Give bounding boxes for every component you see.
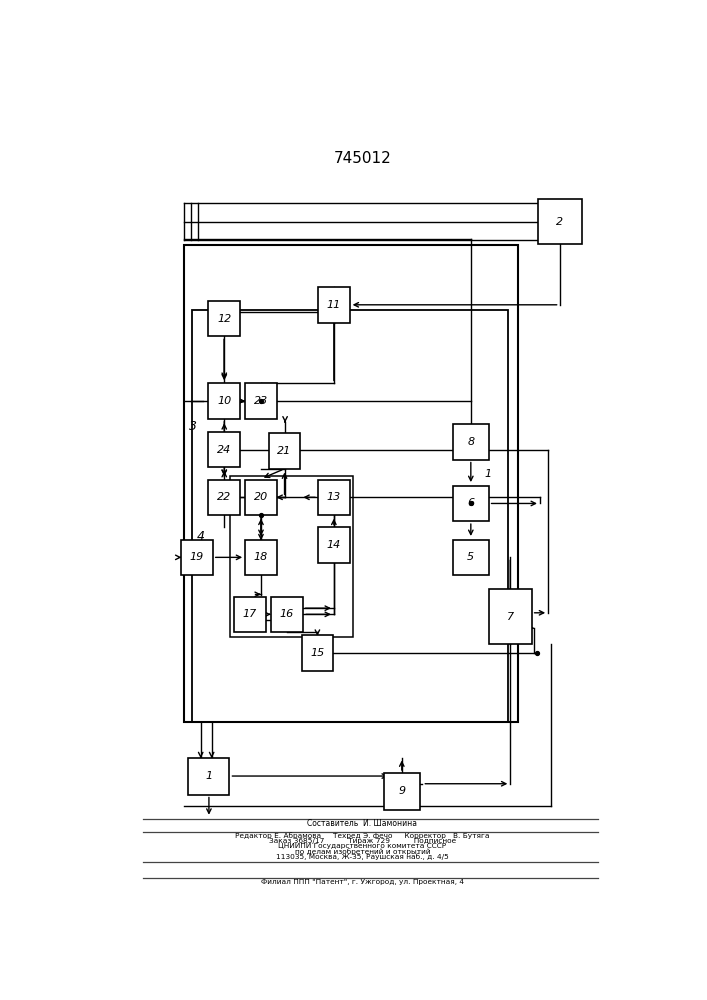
Bar (271, 597, 303, 632)
Text: Составитель  И. Шамонина: Составитель И. Шамонина (308, 819, 417, 828)
Text: 13: 13 (327, 492, 341, 502)
Bar (209, 383, 240, 419)
Text: 5: 5 (467, 552, 474, 562)
Text: 745012: 745012 (334, 151, 391, 166)
Text: 18: 18 (254, 552, 268, 562)
Text: 22: 22 (217, 492, 231, 502)
Text: 1: 1 (485, 469, 492, 479)
Bar (453, 424, 489, 460)
Text: 7: 7 (507, 612, 514, 622)
Bar (318, 480, 350, 515)
Text: 12: 12 (217, 314, 231, 324)
Text: 6: 6 (467, 498, 474, 508)
Text: 1: 1 (205, 771, 213, 781)
Bar (453, 540, 489, 575)
Bar (269, 433, 300, 469)
Bar (209, 432, 240, 467)
Text: 9: 9 (398, 786, 405, 796)
Bar (245, 383, 277, 419)
Bar (234, 597, 266, 632)
Bar (188, 758, 230, 795)
Text: 17: 17 (243, 609, 257, 619)
Bar (209, 480, 240, 515)
Text: 24: 24 (217, 445, 231, 455)
Text: 14: 14 (327, 540, 341, 550)
Text: по делам изобретений и открытий: по делам изобретений и открытий (295, 848, 430, 855)
Text: 20: 20 (254, 492, 268, 502)
Bar (245, 540, 277, 575)
Text: Редактор Е. Абрамова     Техред Э. фечо     Корректор   В. Бутяга: Редактор Е. Абрамова Техред Э. фечо Корр… (235, 832, 489, 839)
Bar (230, 476, 353, 637)
Text: ЦНИИПИ Государственного комитета СССР: ЦНИИПИ Государственного комитета СССР (279, 843, 446, 849)
Bar (181, 540, 213, 575)
Text: 3: 3 (189, 420, 197, 433)
Text: 23: 23 (254, 396, 268, 406)
Text: 21: 21 (277, 446, 292, 456)
Bar (384, 773, 419, 810)
Text: 8: 8 (467, 437, 474, 447)
Bar (318, 527, 350, 563)
Bar (192, 310, 508, 722)
Text: 16: 16 (279, 609, 294, 619)
Text: 4: 4 (197, 530, 205, 543)
Text: Заказ 3685/17          Тираж 729          Подписное: Заказ 3685/17 Тираж 729 Подписное (269, 838, 456, 844)
Text: 11: 11 (327, 300, 341, 310)
Bar (538, 199, 582, 244)
Bar (209, 301, 240, 336)
Bar (489, 589, 532, 644)
Text: 2: 2 (556, 217, 563, 227)
Bar (301, 635, 333, 671)
Bar (245, 480, 277, 515)
Bar (185, 245, 518, 722)
Bar (318, 287, 350, 323)
Text: 10: 10 (217, 396, 231, 406)
Text: 113035, Москва, Ж-35, Раушская наб., д. 4/5: 113035, Москва, Ж-35, Раушская наб., д. … (276, 853, 449, 860)
Text: 19: 19 (189, 552, 204, 562)
Text: Филиал ППП "Патент", г. Ужгород, ул. Проектная, 4: Филиал ППП "Патент", г. Ужгород, ул. Про… (261, 879, 464, 885)
Bar (453, 486, 489, 521)
Text: 15: 15 (310, 648, 325, 658)
